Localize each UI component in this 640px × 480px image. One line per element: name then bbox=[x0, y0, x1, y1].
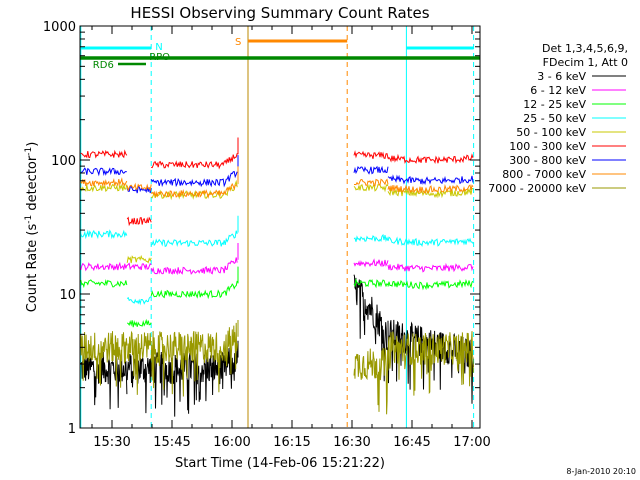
legend-label: 25 - 50 keV bbox=[523, 112, 586, 125]
annotation-s: S bbox=[235, 37, 241, 48]
series-line-1 bbox=[126, 353, 152, 414]
legend-label: 50 - 100 keV bbox=[516, 126, 586, 139]
axes: 15:30 15:45 16:00 16:15 16:30 16:45 17:00 1 10 10… bbox=[43, 20, 491, 450]
x-tick-label: 16:00 bbox=[213, 435, 250, 450]
series-line-5 bbox=[150, 179, 238, 201]
y-tick-label: 1000 bbox=[43, 20, 76, 35]
series-line-9 bbox=[80, 331, 128, 388]
legend-label: 100 - 300 keV bbox=[509, 140, 586, 153]
series-line-4 bbox=[387, 236, 474, 248]
y-axis-label: Count Rate (s-1 detector-1) bbox=[24, 142, 40, 313]
series-line-3 bbox=[80, 278, 128, 289]
legend-label: 300 - 800 keV bbox=[509, 154, 586, 167]
series-line-8 bbox=[126, 182, 152, 192]
y-tick-label: 10 bbox=[59, 288, 76, 303]
series-line-6 bbox=[353, 150, 389, 160]
series-line-4 bbox=[353, 233, 389, 243]
legend-label: 6 - 12 keV bbox=[530, 84, 586, 97]
series-line-9 bbox=[387, 331, 474, 396]
x-tick-label: 17:00 bbox=[453, 435, 490, 450]
series-line-9 bbox=[353, 347, 389, 415]
chart-title: HESSI Observing Summary Count Rates bbox=[130, 4, 429, 22]
series-line-8 bbox=[150, 182, 238, 199]
series-line-7 bbox=[387, 174, 474, 185]
series-line-3 bbox=[126, 318, 152, 328]
series-line-3 bbox=[150, 280, 238, 300]
annotation-n: N bbox=[155, 42, 162, 53]
series-line-1 bbox=[80, 351, 128, 410]
series-line-3 bbox=[387, 278, 474, 291]
series-line-2 bbox=[126, 262, 152, 271]
legend-header-1: Det 1,3,4,5,6,9, bbox=[542, 42, 628, 55]
series-line-5 bbox=[387, 187, 473, 199]
legend: Det 1,3,4,5,6,9, FDecim 1, Att 0 3 - 6 k… bbox=[488, 42, 628, 195]
series-line-3 bbox=[353, 278, 389, 289]
data-series bbox=[80, 137, 474, 417]
series-line-9 bbox=[150, 322, 239, 397]
series-line-4 bbox=[150, 230, 238, 248]
series-line-6 bbox=[387, 153, 474, 164]
series-line-9 bbox=[126, 330, 152, 395]
series-line-8 bbox=[387, 184, 474, 194]
series-line-6 bbox=[151, 153, 238, 170]
series-line-8 bbox=[80, 177, 128, 188]
series-line-2 bbox=[150, 257, 238, 276]
legend-label: 800 - 7000 keV bbox=[502, 168, 586, 181]
series-line-2 bbox=[80, 261, 128, 272]
series-line-2 bbox=[353, 258, 389, 268]
legend-header-2: FDecim 1, Att 0 bbox=[543, 56, 628, 69]
series-line-5 bbox=[353, 182, 389, 193]
legend-label: 7000 - 20000 keV bbox=[488, 182, 586, 195]
series-line-4 bbox=[126, 296, 152, 306]
series-line-7 bbox=[80, 167, 127, 177]
plot-frame bbox=[79, 25, 481, 429]
x-tick-label: 16:45 bbox=[393, 435, 430, 450]
x-axis-label: Start Time (14-Feb-06 15:21:22) bbox=[175, 456, 385, 471]
x-tick-label: 16:15 bbox=[273, 435, 310, 450]
timestamp: 8-Jan-2010 20:10 bbox=[566, 467, 636, 476]
y-tick-label: 100 bbox=[51, 154, 76, 169]
series-line-5 bbox=[80, 183, 128, 193]
x-tick-label: 16:30 bbox=[333, 435, 370, 450]
y-tick-label: 1 bbox=[68, 422, 76, 437]
series-line-4 bbox=[80, 229, 128, 240]
series-line-6 bbox=[80, 149, 128, 159]
annotation-rpo: RPO bbox=[149, 52, 170, 63]
x-tick-label: 15:30 bbox=[93, 435, 130, 450]
series-line-2 bbox=[387, 262, 474, 273]
series-line-8 bbox=[354, 178, 389, 187]
series-line-7 bbox=[353, 165, 389, 175]
series-line-1 bbox=[353, 274, 389, 382]
series-line-6 bbox=[126, 216, 152, 227]
saa-band-lines bbox=[80, 26, 475, 428]
series-line-5 bbox=[126, 254, 152, 264]
legend-label: 3 - 6 keV bbox=[537, 70, 586, 83]
x-tick-label: 15:45 bbox=[153, 435, 190, 450]
series-line-7 bbox=[150, 171, 238, 188]
legend-label: 12 - 25 keV bbox=[523, 98, 586, 111]
annotation-rd6: RD6 bbox=[93, 60, 114, 71]
